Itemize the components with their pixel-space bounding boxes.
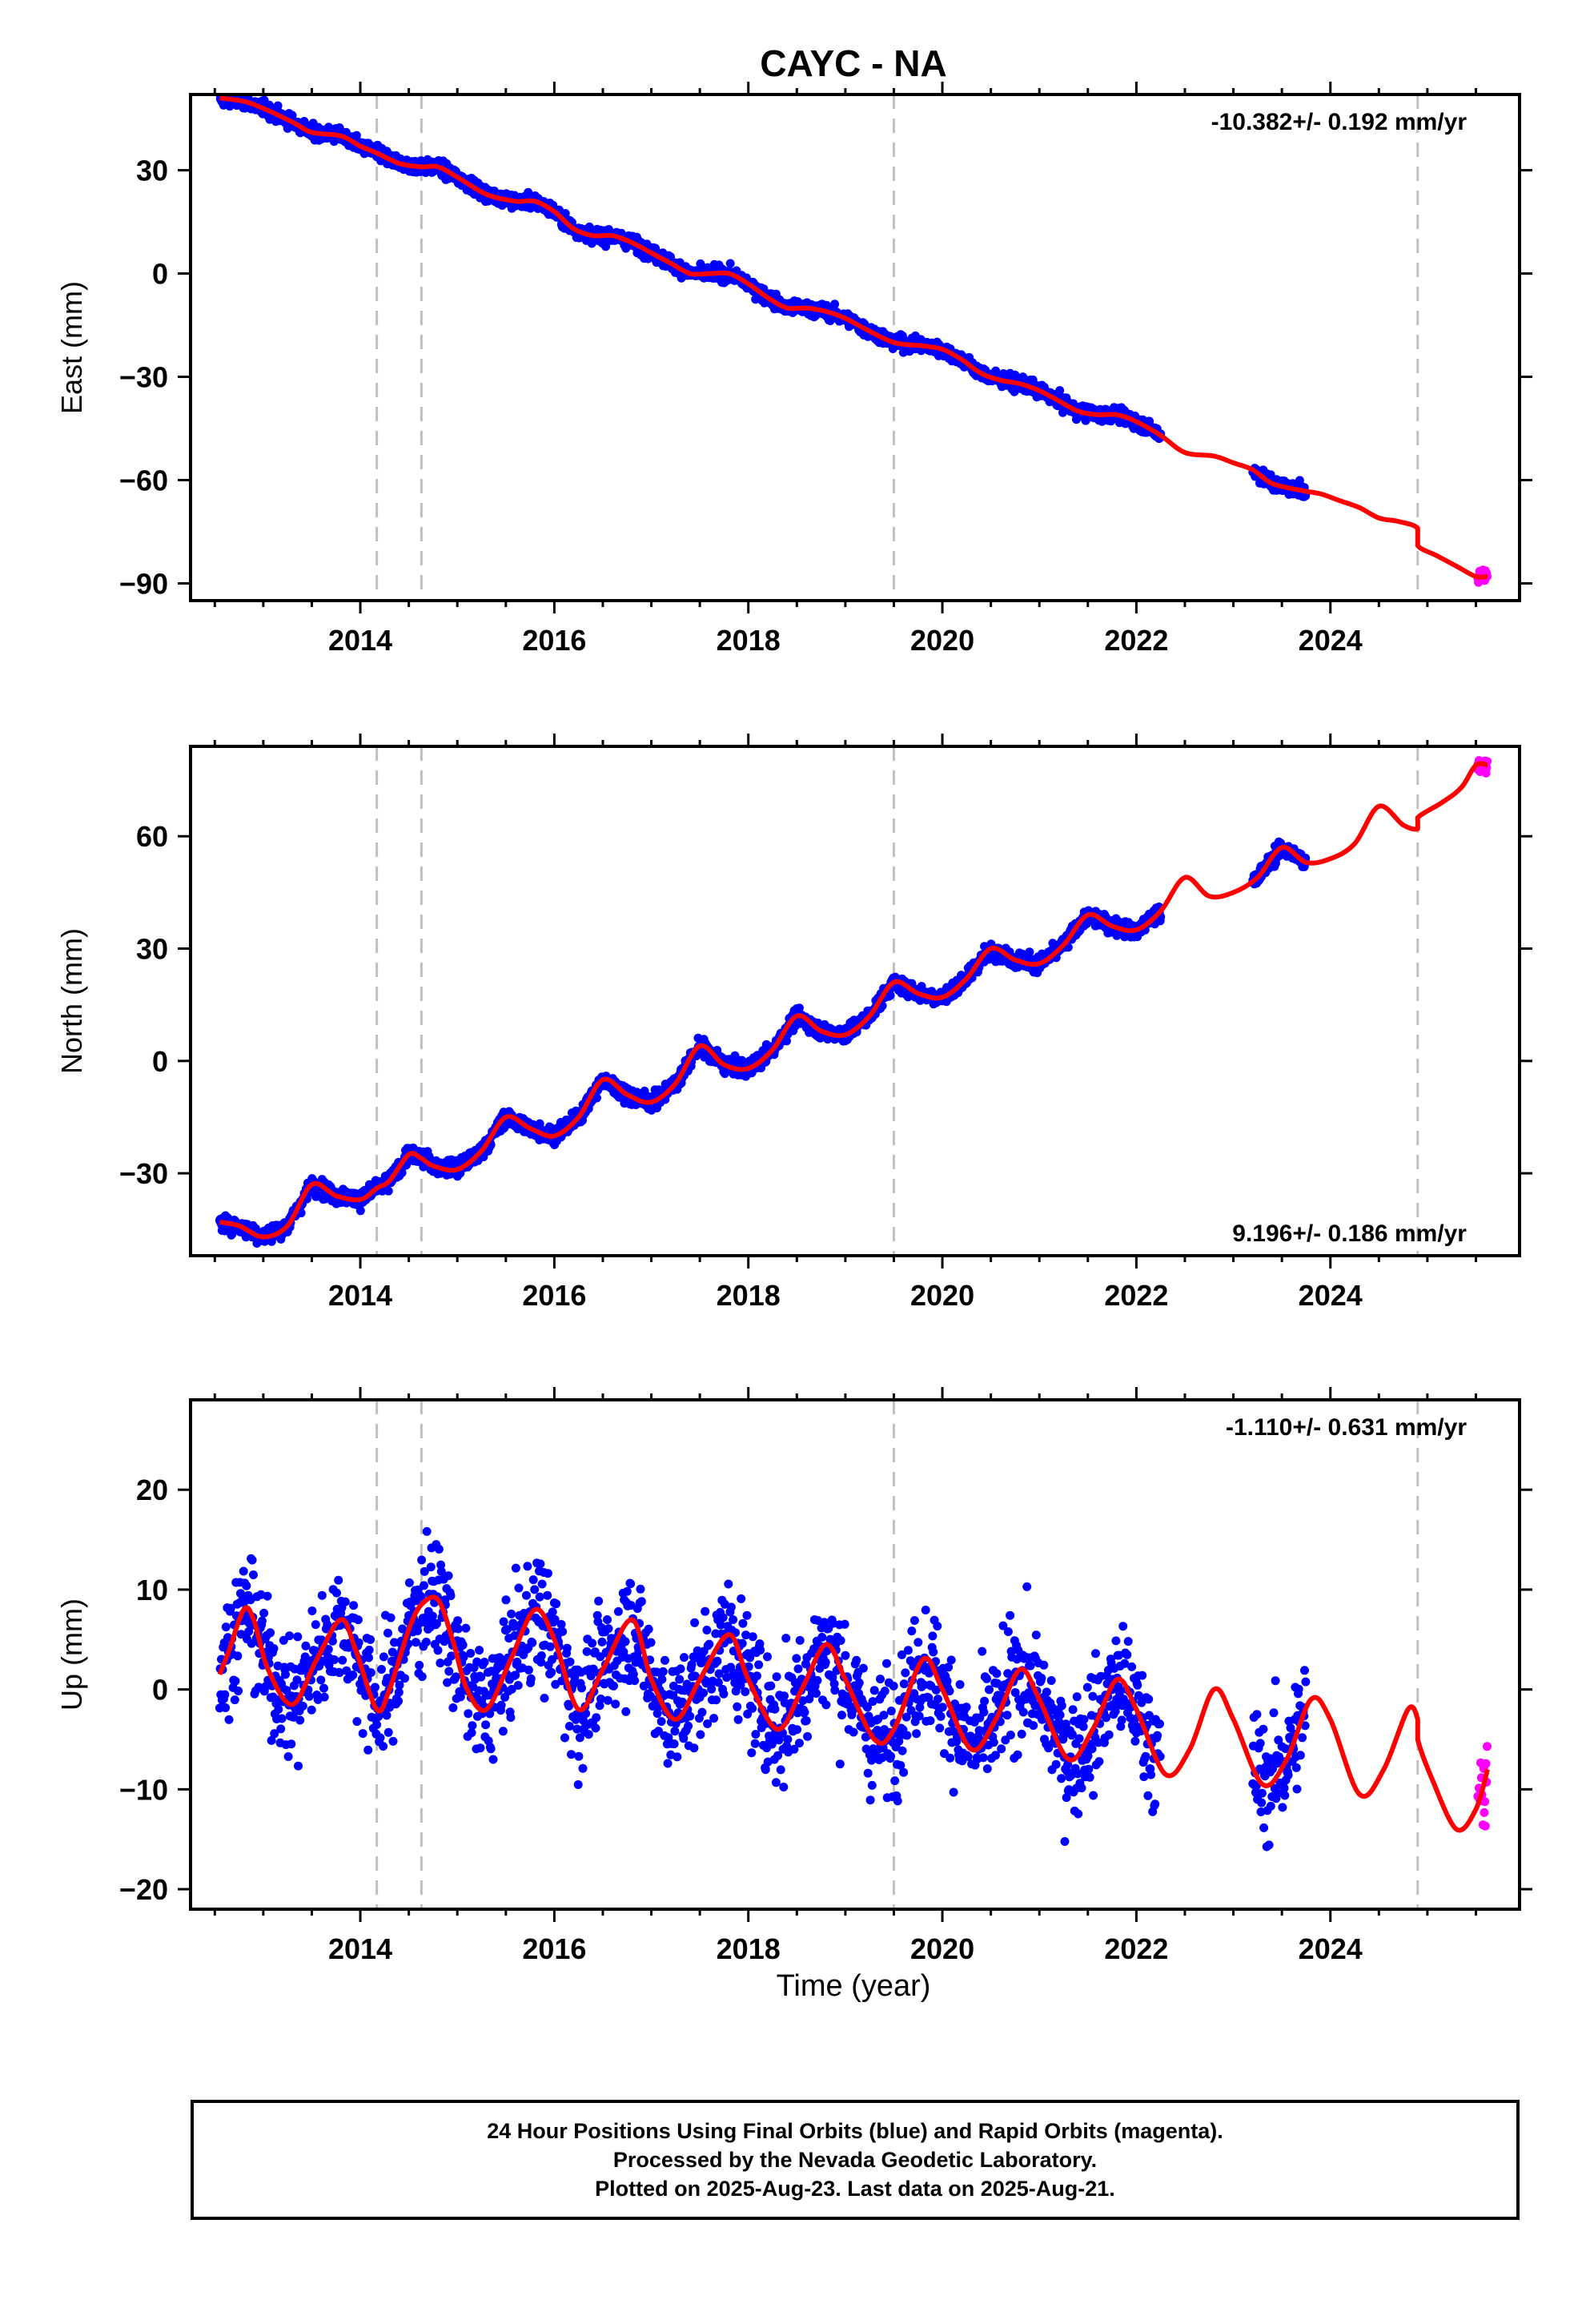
y-tick-label: −90: [119, 568, 168, 601]
y-axis-label: East (mm): [55, 281, 88, 414]
data-point: [1055, 386, 1065, 396]
plots-group: 2014 2016 2018 2020 2022 2024 30 0 −30 −60 −90 East…: [55, 82, 1532, 1965]
data-point: [794, 1003, 804, 1013]
data-point: [885, 991, 895, 1000]
y-tick-label: 30: [136, 155, 168, 187]
panel-1: 2014 2016 2018 2020 2022 2024 30 0 −30 −60 −90 East…: [55, 82, 1532, 657]
x-tick-label: 2016: [522, 624, 586, 657]
x-tick-label: 2022: [1104, 624, 1168, 657]
x-tick-label: 2020: [910, 624, 974, 657]
data-point: [351, 131, 361, 140]
data-point: [592, 1093, 601, 1103]
data-point: [782, 1036, 791, 1046]
data-point: [273, 101, 283, 111]
data-point: [830, 300, 840, 309]
plot-frame: [189, 93, 1521, 602]
model-fit-line: [219, 95, 1488, 580]
velocity-annotation: -10.382+/- 0.192 mm/yr: [1211, 109, 1468, 135]
x-tick-label: 2024: [1299, 624, 1363, 657]
plot-area: [215, 746, 1492, 1256]
plot-area: [215, 94, 1492, 601]
y-tick-label: 0: [152, 258, 168, 291]
data-point: [1025, 947, 1034, 957]
x-tick-label: 2014: [328, 624, 392, 657]
data-point: [355, 1206, 365, 1216]
data-point: [725, 259, 735, 268]
x-tick-label: 2018: [717, 624, 781, 657]
data-point: [383, 1186, 393, 1196]
data-point: [397, 1168, 407, 1177]
y-tick-label: −60: [119, 464, 168, 497]
chart-title: CAYC - NA: [760, 42, 946, 84]
y-tick-label: −30: [119, 361, 168, 394]
